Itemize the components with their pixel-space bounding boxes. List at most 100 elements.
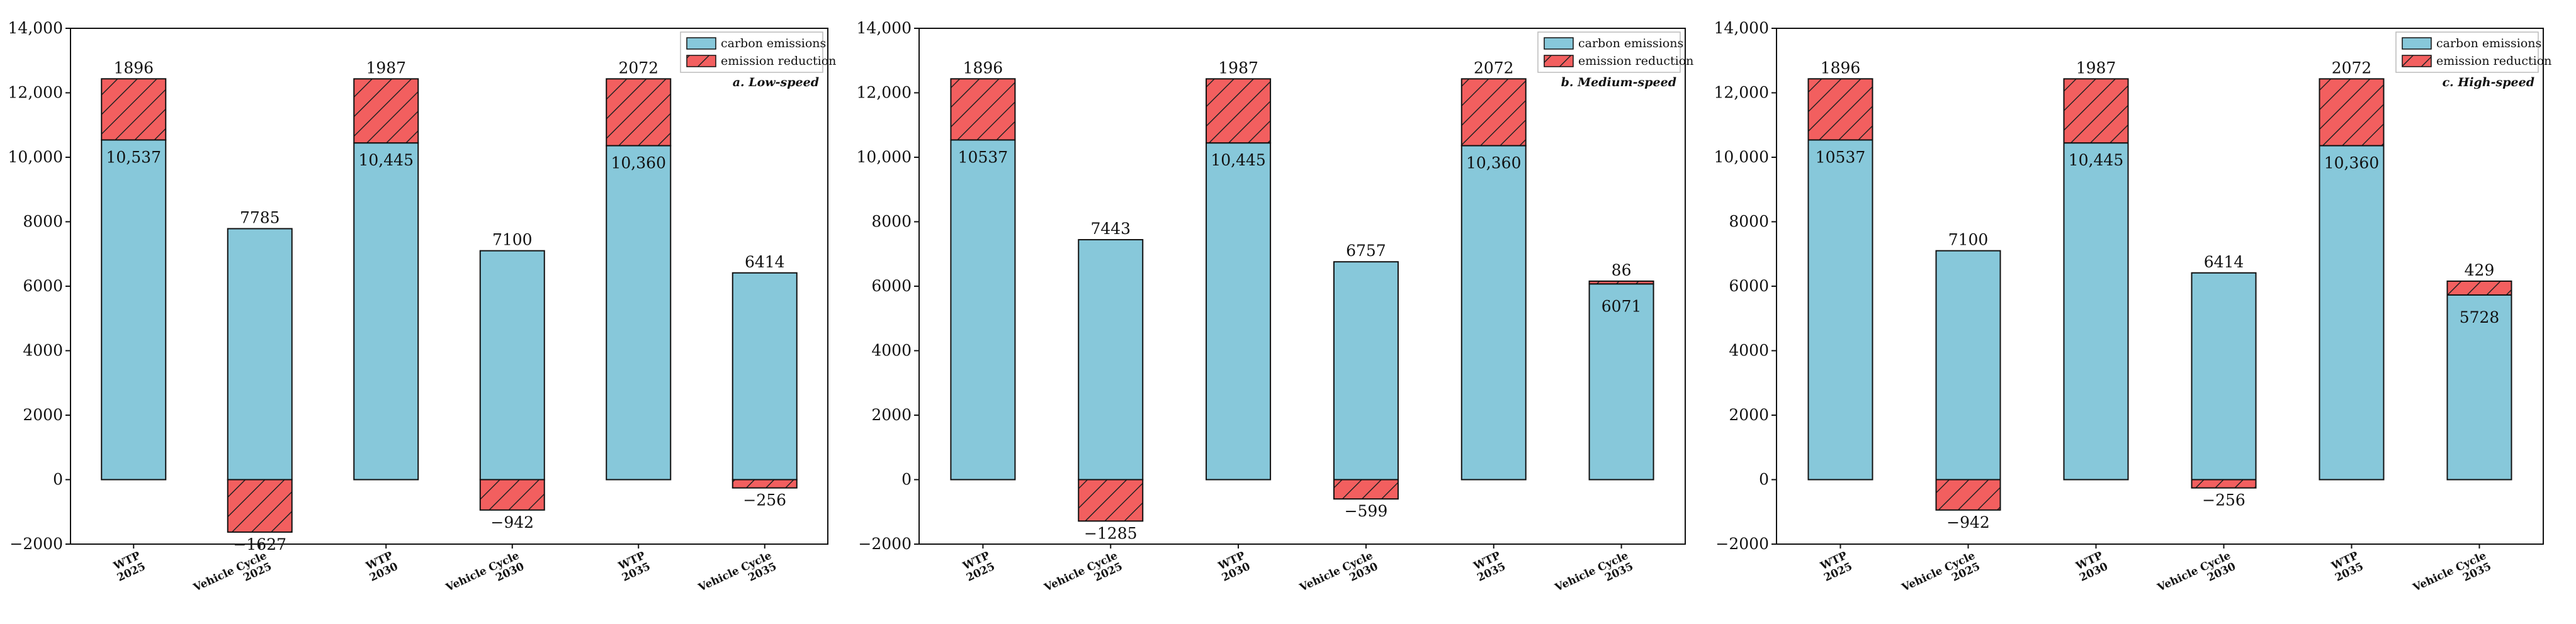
bar-emission-reduction [2319, 78, 2385, 147]
bar-carbon-emissions [950, 139, 1016, 481]
reduction-value-label: 2072 [618, 58, 658, 77]
panel-title: c. High-speed [2443, 75, 2534, 89]
bar-emission-reduction [1807, 78, 1873, 141]
reduction-value-label: −1627 [233, 535, 286, 554]
carbon-value-label: 6071 [1602, 297, 1642, 315]
carbon-value-label: 10537 [1816, 148, 1866, 166]
reduction-value-label: 86 [1612, 261, 1632, 279]
carbon-value-label: 10,445 [1211, 151, 1265, 169]
bar-carbon-emissions [479, 250, 545, 481]
bar-emission-reduction [101, 78, 167, 141]
bar-emission-reduction [353, 78, 419, 144]
chart-panel-1: −2000 0 2000 4000 6000 8000 10,000 12,000 14,000… [8, 19, 837, 594]
bar-emission-reduction [1206, 78, 1272, 144]
legend-swatch-reduction [686, 55, 716, 67]
reduction-value-label: 1896 [1821, 58, 1861, 77]
y-tick-label: 14,000 [8, 19, 63, 37]
bar-carbon-emissions [2446, 294, 2512, 481]
carbon-value-label: 7100 [492, 231, 533, 249]
reduction-value-label: −599 [1345, 502, 1388, 520]
y-tick-label: 12,000 [8, 84, 63, 102]
legend-label-carbon: carbon emissions [721, 36, 826, 50]
bar-emission-reduction [2063, 78, 2129, 144]
legend: carbon emissions emission reduction [680, 31, 836, 73]
y-tick-label: 10,000 [8, 148, 63, 166]
bar-emission-reduction [606, 78, 672, 147]
carbon-value-label: 10,537 [106, 148, 161, 166]
y-tick-label: 2000 [871, 406, 912, 424]
y-tick-label: 12,000 [1714, 84, 1769, 102]
reduction-value-label: −256 [2202, 491, 2246, 510]
carbon-value-label: 7785 [240, 209, 280, 227]
carbon-value-label: 6757 [1346, 242, 1386, 260]
legend-swatch-carbon [2402, 37, 2432, 50]
bar-carbon-emissions [353, 142, 419, 481]
reduction-value-label: 1896 [113, 58, 154, 77]
bar-emission-reduction [1333, 479, 1399, 500]
reduction-value-label: 1987 [1218, 58, 1258, 77]
y-tick-label: 12,000 [857, 84, 912, 102]
plot-frame [1776, 28, 2544, 545]
carbon-value-label: 7100 [1948, 231, 1989, 249]
bar-emission-reduction [732, 479, 798, 489]
carbon-value-label: 10,360 [2324, 154, 2379, 172]
legend-swatch-carbon [686, 37, 716, 50]
panel-title: a. Low-speed [733, 75, 819, 89]
y-tick-label: 4000 [1729, 342, 1769, 360]
y-tick-label: 10,000 [857, 148, 912, 166]
chart-panel-3: −2000 0 2000 4000 6000 8000 10,000 12,000 14,000… [1714, 19, 2552, 594]
reduction-value-label: 1987 [2076, 58, 2116, 77]
bar-carbon-emissions [101, 139, 167, 481]
bar-carbon-emissions [2063, 142, 2129, 481]
carbon-value-label: 10,445 [2069, 151, 2123, 169]
legend-label-carbon: carbon emissions [1578, 36, 1683, 50]
reduction-value-label: 429 [2465, 261, 2495, 279]
bar-emission-reduction [479, 479, 545, 511]
bar-carbon-emissions [1935, 250, 2001, 481]
y-tick-label: −2000 [858, 535, 912, 553]
reduction-value-label: 2072 [2332, 58, 2372, 77]
y-tick-label: 14,000 [857, 19, 912, 37]
bar-carbon-emissions [1460, 145, 1527, 481]
reduction-value-label: −256 [743, 491, 786, 510]
bar-carbon-emissions [2191, 272, 2257, 481]
legend: carbon emissions emission reduction [1537, 31, 1693, 73]
bar-carbon-emissions [1078, 239, 1144, 481]
legend-label-reduction: emission reduction [2436, 54, 2551, 68]
bar-carbon-emissions [227, 228, 293, 481]
y-tick-label: 14,000 [1714, 19, 1769, 37]
y-tick-label: 10,000 [1714, 148, 1769, 166]
y-tick-label: −2000 [1715, 535, 1769, 553]
bar-emission-reduction [1460, 78, 1527, 147]
bar-emission-reduction [1588, 280, 1654, 285]
plot-frame [918, 28, 1686, 545]
bar-emission-reduction [2191, 479, 2257, 489]
legend-swatch-reduction [2402, 55, 2432, 67]
carbon-value-label: 10537 [958, 148, 1008, 166]
legend: carbon emissions emission reduction [2395, 31, 2551, 73]
y-tick-label: 4000 [23, 342, 63, 360]
bar-emission-reduction [1078, 479, 1144, 522]
legend-swatch-reduction [1544, 55, 1574, 67]
y-tick-label: 8000 [871, 213, 912, 231]
reduction-value-label: −942 [490, 513, 534, 532]
y-tick-label: 4000 [871, 342, 912, 360]
legend-label-carbon: carbon emissions [2436, 36, 2541, 50]
bar-emission-reduction [950, 78, 1016, 141]
y-tick-label: 0 [901, 471, 912, 489]
panel-title: b. Medium-speed [1561, 75, 1676, 89]
legend-swatch-carbon [1544, 37, 1574, 50]
